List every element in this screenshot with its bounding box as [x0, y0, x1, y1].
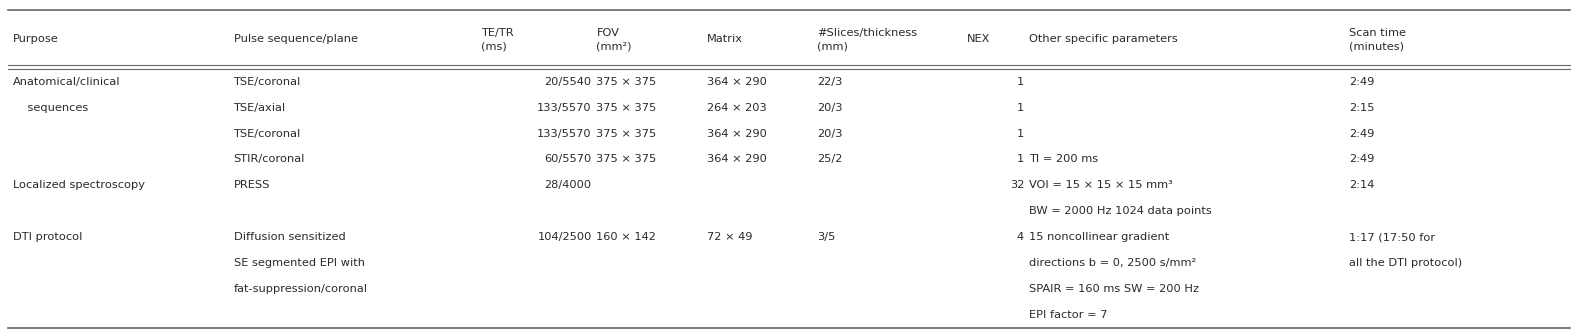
Text: Localized spectroscopy: Localized spectroscopy — [13, 180, 145, 190]
Text: 375 × 375: 375 × 375 — [596, 77, 656, 87]
Text: 72 × 49: 72 × 49 — [707, 232, 753, 242]
Text: Anatomical/clinical: Anatomical/clinical — [13, 77, 120, 87]
Text: 28/4000: 28/4000 — [544, 180, 592, 190]
Text: Purpose: Purpose — [13, 35, 58, 44]
Text: 20/5540: 20/5540 — [544, 77, 592, 87]
Text: Pulse sequence/plane: Pulse sequence/plane — [234, 35, 358, 44]
Text: 2:14: 2:14 — [1349, 180, 1374, 190]
Text: 3/5: 3/5 — [817, 232, 836, 242]
Text: 32: 32 — [1010, 180, 1024, 190]
Text: 2:49: 2:49 — [1349, 155, 1374, 164]
Text: all the DTI protocol): all the DTI protocol) — [1349, 258, 1463, 268]
Text: 1: 1 — [1016, 129, 1024, 138]
Text: 1: 1 — [1016, 103, 1024, 113]
Text: TI = 200 ms: TI = 200 ms — [1029, 155, 1098, 164]
Text: 2:15: 2:15 — [1349, 103, 1374, 113]
Text: 2:49: 2:49 — [1349, 77, 1374, 87]
Text: SE segmented EPI with: SE segmented EPI with — [234, 258, 365, 268]
Text: BW = 2000 Hz 1024 data points: BW = 2000 Hz 1024 data points — [1029, 206, 1212, 216]
Text: 364 × 290: 364 × 290 — [707, 155, 767, 164]
Text: 133/5570: 133/5570 — [537, 103, 592, 113]
Text: Matrix: Matrix — [707, 35, 743, 44]
Text: 133/5570: 133/5570 — [537, 129, 592, 138]
Text: 264 × 203: 264 × 203 — [707, 103, 767, 113]
Text: 25/2: 25/2 — [817, 155, 843, 164]
Text: VOI = 15 × 15 × 15 mm³: VOI = 15 × 15 × 15 mm³ — [1029, 180, 1172, 190]
Text: FOV
(mm²): FOV (mm²) — [596, 28, 631, 51]
Text: PRESS: PRESS — [234, 180, 270, 190]
Text: 364 × 290: 364 × 290 — [707, 77, 767, 87]
Text: TE/TR
(ms): TE/TR (ms) — [481, 28, 514, 51]
Text: 364 × 290: 364 × 290 — [707, 129, 767, 138]
Text: sequences: sequences — [13, 103, 88, 113]
Text: 1: 1 — [1016, 155, 1024, 164]
Text: 20/3: 20/3 — [817, 129, 843, 138]
Text: fat-suppression/coronal: fat-suppression/coronal — [234, 284, 368, 294]
Text: 20/3: 20/3 — [817, 103, 843, 113]
Text: Other specific parameters: Other specific parameters — [1029, 35, 1177, 44]
Text: TSE/coronal: TSE/coronal — [234, 129, 301, 138]
Text: Diffusion sensitized: Diffusion sensitized — [234, 232, 346, 242]
Text: TSE/axial: TSE/axial — [234, 103, 286, 113]
Text: DTI protocol: DTI protocol — [13, 232, 82, 242]
Text: 375 × 375: 375 × 375 — [596, 129, 656, 138]
Text: 1: 1 — [1016, 77, 1024, 87]
Text: SPAIR = 160 ms SW = 200 Hz: SPAIR = 160 ms SW = 200 Hz — [1029, 284, 1199, 294]
Text: 22/3: 22/3 — [817, 77, 843, 87]
Text: directions b = 0, 2500 s/mm²: directions b = 0, 2500 s/mm² — [1029, 258, 1196, 268]
Text: 160 × 142: 160 × 142 — [596, 232, 656, 242]
Text: NEX: NEX — [967, 35, 991, 44]
Text: 2:49: 2:49 — [1349, 129, 1374, 138]
Text: 375 × 375: 375 × 375 — [596, 103, 656, 113]
Text: #Slices/thickness
(mm): #Slices/thickness (mm) — [817, 28, 917, 51]
Text: STIR/coronal: STIR/coronal — [234, 155, 305, 164]
Text: Scan time
(minutes): Scan time (minutes) — [1349, 28, 1406, 51]
Text: EPI factor = 7: EPI factor = 7 — [1029, 310, 1108, 320]
Text: 60/5570: 60/5570 — [544, 155, 592, 164]
Text: 1:17 (17:50 for: 1:17 (17:50 for — [1349, 232, 1436, 242]
Text: 15 noncollinear gradient: 15 noncollinear gradient — [1029, 232, 1169, 242]
Text: 4: 4 — [1016, 232, 1024, 242]
Text: 104/2500: 104/2500 — [538, 232, 592, 242]
Text: TSE/coronal: TSE/coronal — [234, 77, 301, 87]
Text: 375 × 375: 375 × 375 — [596, 155, 656, 164]
